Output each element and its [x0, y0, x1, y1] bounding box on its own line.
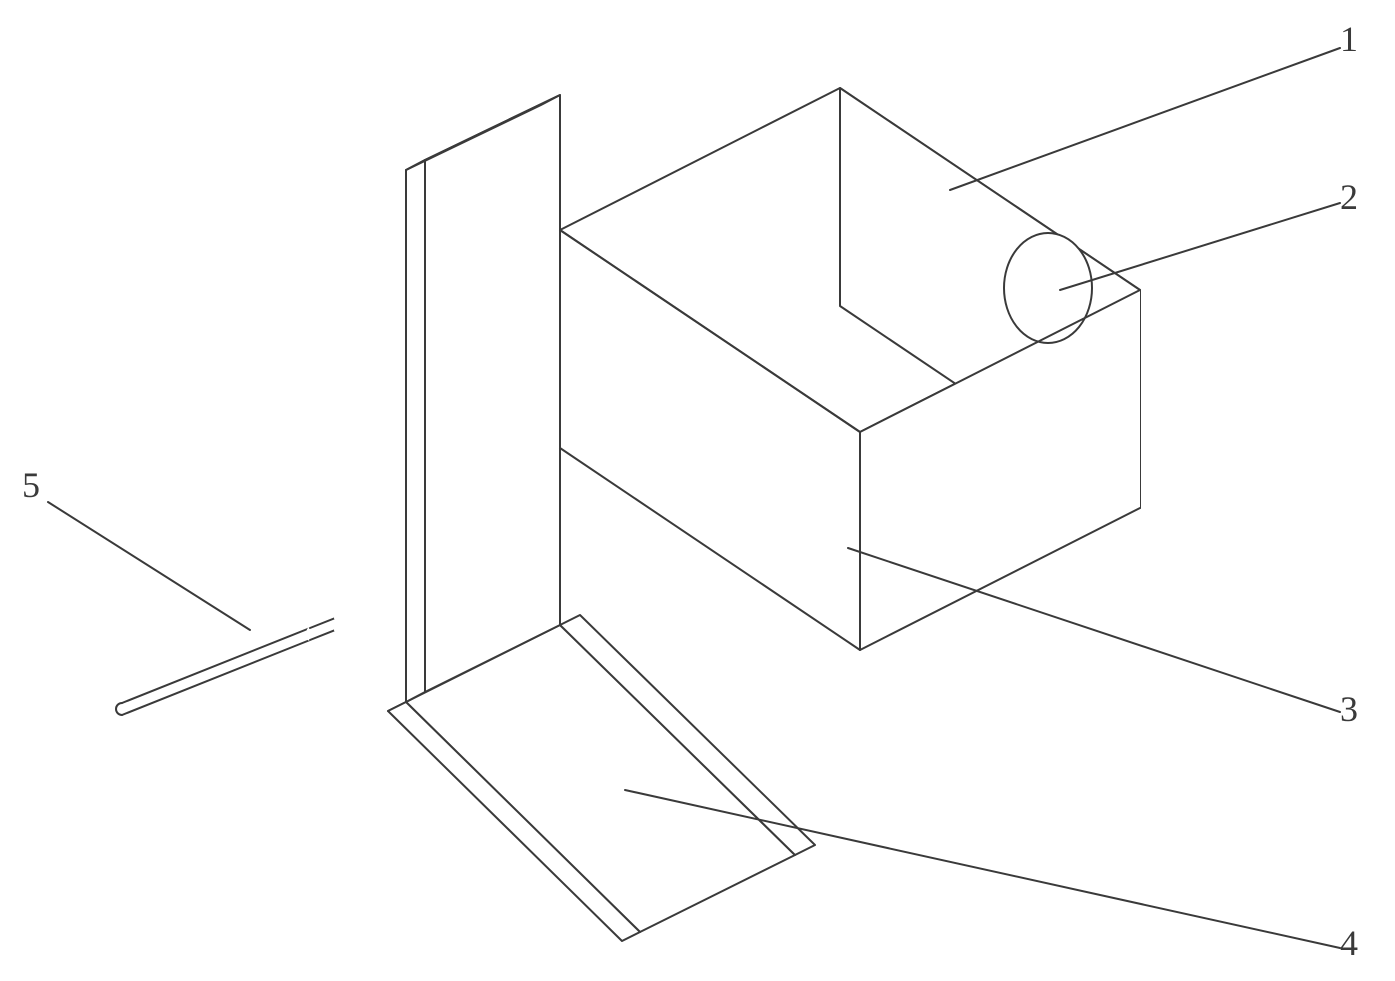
- hole-circle: [1004, 233, 1092, 343]
- engineering-diagram: [0, 0, 1395, 981]
- label-4: 4: [1340, 922, 1358, 964]
- back-plate-left-face: [406, 160, 425, 702]
- back-plate-front-face: [425, 95, 560, 692]
- label-1: 1: [1340, 18, 1358, 60]
- label-2: 2: [1340, 176, 1358, 218]
- label-5: 5: [22, 464, 40, 506]
- label-3: 3: [1340, 688, 1358, 730]
